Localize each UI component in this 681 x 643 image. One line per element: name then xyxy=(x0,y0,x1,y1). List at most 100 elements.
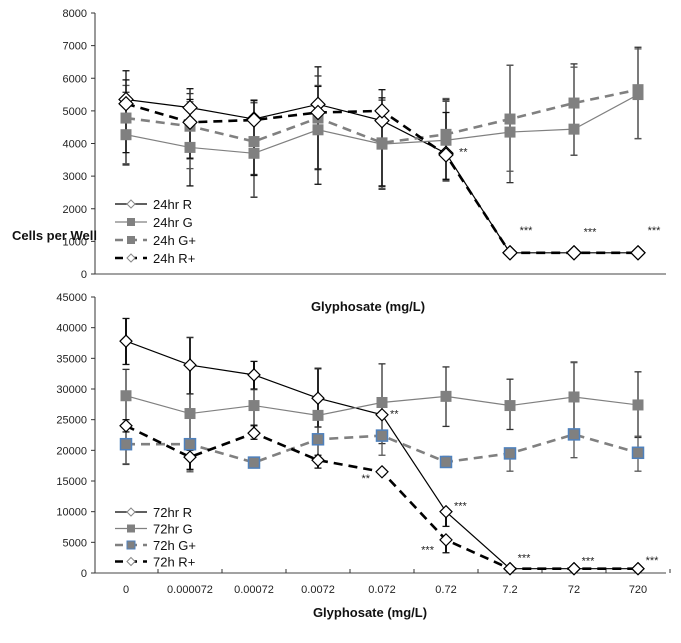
data-point-diamond xyxy=(438,147,454,163)
data-point-square xyxy=(120,112,132,124)
data-point-diamond xyxy=(375,464,389,479)
data-point-diamond xyxy=(183,450,197,464)
data-point-diamond xyxy=(118,95,134,112)
y-tick-label: 6000 xyxy=(63,73,87,85)
data-point-square xyxy=(440,128,452,140)
data-point-square xyxy=(440,134,452,146)
x-tick-label: 7.2 xyxy=(502,584,517,596)
series-line-24h-g- xyxy=(125,88,639,145)
data-point-diamond xyxy=(247,368,261,382)
legend-marker-diamond xyxy=(126,556,136,567)
y-tick-label: 3000 xyxy=(63,171,87,183)
data-point-square xyxy=(247,456,261,469)
data-point-square xyxy=(312,124,324,136)
data-point-square xyxy=(248,136,260,148)
data-point-diamond xyxy=(567,561,581,576)
x-tick-label: 0.00072 xyxy=(234,584,274,596)
legend-label: 72h R+ xyxy=(153,555,195,570)
data-point-diamond xyxy=(119,418,133,433)
error-bars-24h-r- xyxy=(122,79,450,187)
legend-marker-diamond xyxy=(126,253,136,263)
x-tick-label: 72 xyxy=(568,584,580,596)
significance-marker: *** xyxy=(584,227,598,239)
x-tick-label: 0.0072 xyxy=(301,584,335,596)
y-tick-label: 5000 xyxy=(63,537,87,549)
y-tick-label: 1000 xyxy=(63,236,87,248)
y-tick-label: 10000 xyxy=(56,507,87,519)
y-tick-label: 20000 xyxy=(56,445,87,457)
data-point-square xyxy=(632,399,644,411)
legend-label: 24h R+ xyxy=(153,251,195,266)
data-point-diamond xyxy=(247,426,261,441)
y-tick-label: 45000 xyxy=(56,292,87,304)
data-point-square xyxy=(312,409,324,421)
y-tick-label: 15000 xyxy=(56,476,87,488)
data-point-diamond xyxy=(439,533,453,547)
data-point-diamond xyxy=(183,358,197,372)
legend-label: 72h G+ xyxy=(153,538,196,553)
data-point-diamond xyxy=(182,114,198,131)
data-point-square xyxy=(504,113,516,125)
data-point-diamond xyxy=(311,453,325,467)
bottom-chart-panel: 0 5000 10000 15000 20000 25000 30000 35000 40000… xyxy=(56,292,671,596)
data-point-diamond xyxy=(374,112,390,129)
y-tick-label: 25000 xyxy=(56,415,87,427)
data-point-square xyxy=(248,147,260,159)
data-point-diamond xyxy=(502,244,518,261)
y-axis-title: Cells per Well xyxy=(12,228,97,243)
x-tick-label: 0.072 xyxy=(368,584,396,596)
x-tick-label: 720 xyxy=(629,584,647,596)
y-tick-label: 7000 xyxy=(63,41,87,53)
data-point-square xyxy=(503,447,517,460)
data-point-square xyxy=(504,126,516,138)
legend-label: 72hr G xyxy=(153,522,193,537)
data-point-diamond xyxy=(375,407,389,422)
significance-marker: ** xyxy=(390,409,399,421)
error-bars-24hr-r xyxy=(122,66,450,198)
data-point-square xyxy=(184,141,196,153)
legend-label: 24hr G xyxy=(153,215,193,230)
y-tick-label: 5000 xyxy=(63,106,87,118)
data-point-diamond xyxy=(566,244,582,261)
significance-marker: *** xyxy=(648,225,662,237)
legend-marker-square xyxy=(127,218,135,226)
data-point-diamond xyxy=(439,504,453,519)
data-point-diamond xyxy=(374,103,390,119)
legend-marker-diamond xyxy=(126,199,136,209)
data-point-square xyxy=(376,137,388,149)
data-point-square xyxy=(184,408,196,420)
data-point-diamond xyxy=(311,391,325,406)
legend-marker-square xyxy=(127,236,135,244)
data-point-square xyxy=(311,433,325,446)
markers-72hr-g xyxy=(120,390,644,421)
legend: 24hr R 24hr G 24h G+ 24h R+ xyxy=(115,197,196,266)
legend-label: 24hr R xyxy=(153,197,192,212)
significance-marker: ** xyxy=(459,147,468,159)
y-tick-label: 8000 xyxy=(63,8,87,20)
y-tick-label: 40000 xyxy=(56,323,87,335)
x-tick-label: 0.000072 xyxy=(167,584,213,596)
legend-marker-square xyxy=(126,540,136,550)
significance-marker: *** xyxy=(520,225,534,237)
data-point-square xyxy=(632,84,644,96)
y-tick-label: 2000 xyxy=(63,204,87,216)
legend-marker-diamond xyxy=(126,507,136,517)
markers-24h-r- xyxy=(118,95,646,261)
y-tick-label: 30000 xyxy=(56,384,87,396)
data-point-square xyxy=(440,390,452,402)
significance-marker: *** xyxy=(582,556,596,568)
x-tick-label: 0 xyxy=(123,584,129,596)
error-bars-72hr-r xyxy=(122,317,450,528)
markers-72h-g- xyxy=(119,428,645,469)
top-x-axis-title: Glyphosate (mg/L) xyxy=(311,299,425,314)
data-point-diamond xyxy=(630,244,646,261)
data-point-diamond xyxy=(310,104,326,121)
significance-marker: ** xyxy=(361,473,370,485)
data-point-diamond xyxy=(246,112,262,128)
significance-marker: *** xyxy=(646,555,660,567)
data-point-square xyxy=(504,400,516,412)
markers-72h-r- xyxy=(119,418,645,576)
data-point-diamond xyxy=(119,334,133,349)
y-tick-label: 4000 xyxy=(63,139,87,151)
x-tick-label: 0.72 xyxy=(435,584,456,596)
